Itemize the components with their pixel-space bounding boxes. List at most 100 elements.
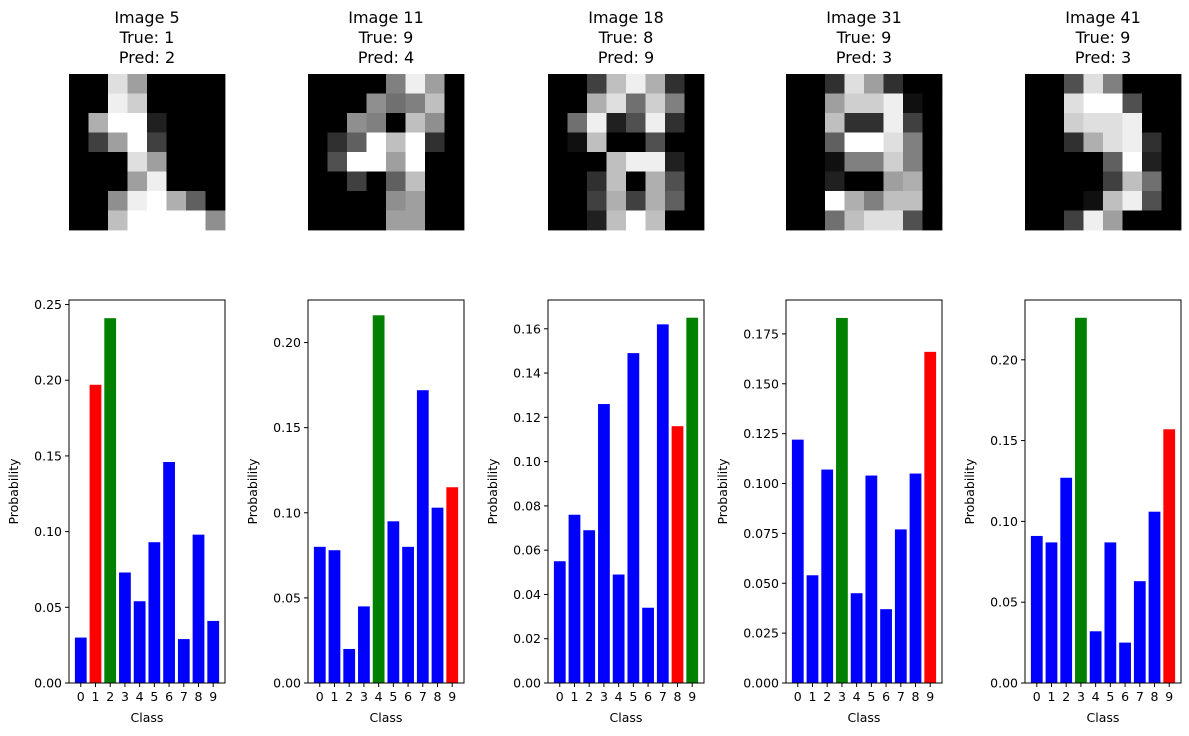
bar-class-9: [1163, 429, 1176, 683]
digit-pixel: [684, 152, 705, 172]
digit-pixel: [1161, 132, 1182, 153]
digit-pixel: [405, 132, 426, 153]
digit-pixel: [665, 113, 685, 133]
x-axis-label: Class: [131, 710, 164, 725]
digit-pixel: [69, 152, 89, 172]
y-tick-label: 0.06: [513, 543, 541, 558]
digit-pixel: [587, 132, 607, 153]
digit-pixel: [108, 132, 128, 153]
bar-class-8: [431, 507, 444, 683]
digit-image: [786, 74, 943, 231]
digit-pixel: [922, 191, 943, 211]
digit-pixel: [205, 74, 226, 94]
x-tick-label: 8: [1151, 689, 1159, 704]
bar-class-5: [627, 353, 640, 683]
digit-pixel: [883, 113, 904, 133]
digit-pixel: [567, 210, 588, 231]
digit-pixel: [786, 191, 806, 211]
digit-pixel: [327, 132, 348, 153]
x-tick-label: 2: [585, 689, 593, 704]
axes-frame: [307, 299, 465, 684]
digit-pixel: [1161, 171, 1182, 192]
x-tick-label: 8: [674, 689, 682, 704]
digit-pixel: [805, 210, 826, 231]
y-tick-label: 0.075: [743, 526, 779, 541]
digit-pixel: [108, 93, 128, 114]
digit-pixel: [166, 93, 187, 114]
digit-pixel: [1044, 191, 1065, 211]
digit-pixel: [186, 171, 206, 192]
bar-class-4: [133, 601, 146, 683]
y-tick-label: 0.150: [743, 376, 779, 391]
digit-pixel: [587, 210, 607, 231]
digit-pixel: [127, 210, 148, 231]
digit-pixel: [69, 132, 89, 153]
bar-class-7: [894, 529, 907, 683]
bar-class-1: [1045, 542, 1058, 683]
bar-class-5: [387, 521, 400, 683]
digit-pixel: [805, 93, 826, 114]
bar-class-7: [656, 324, 669, 683]
bar-class-5: [865, 475, 878, 683]
bar-class-6: [642, 607, 654, 683]
digit-pixel: [606, 191, 627, 211]
digit-pixel: [844, 210, 865, 231]
digit-pixel: [903, 171, 923, 192]
digit-pixel: [606, 210, 627, 231]
digit-pixel: [327, 93, 348, 114]
digit-pixel: [606, 152, 627, 172]
digit-pixel: [665, 191, 685, 211]
digit-pixel: [1083, 132, 1104, 153]
bar-class-0: [1030, 535, 1043, 683]
digit-pixel: [1064, 171, 1084, 192]
digit-pixel: [864, 171, 884, 192]
digit-image: [69, 74, 226, 231]
y-tick-label: 0.00: [513, 676, 541, 691]
axes-frame: [547, 299, 705, 684]
digit-pixel: [922, 152, 943, 172]
digit-pixel: [548, 171, 568, 192]
bar-class-8: [909, 473, 922, 683]
digit-pixel: [425, 132, 445, 153]
bar-class-1: [806, 575, 819, 683]
x-tick-label: 9: [209, 689, 217, 704]
digit-pixel: [626, 74, 646, 94]
subplot-title-line: True: 8: [598, 28, 654, 47]
digit-pixel: [684, 74, 705, 94]
y-tick-label: 0.15: [34, 448, 62, 463]
digit-pixel: [645, 152, 666, 172]
digit-pixel: [108, 171, 128, 192]
digit-pixel: [347, 113, 367, 133]
digit-pixel: [347, 93, 367, 114]
digit-pixel: [127, 171, 148, 192]
digit-pixel: [883, 191, 904, 211]
subplot-title-line: Image 41: [1065, 8, 1141, 27]
digit-pixel: [645, 171, 666, 192]
digit-pixel: [147, 74, 167, 94]
digit-pixel: [166, 113, 187, 133]
digit-pixel: [1083, 152, 1104, 172]
digit-pixel: [1083, 93, 1104, 114]
x-tick-label: 3: [600, 689, 608, 704]
digit-pixel: [567, 171, 588, 192]
digit-image: [1025, 74, 1182, 231]
digit-pixel: [147, 132, 167, 153]
digit-pixel: [1122, 132, 1143, 153]
x-tick-label: 3: [1077, 689, 1085, 704]
digit-pixel: [444, 171, 465, 192]
digit-pixel: [864, 152, 884, 172]
digit-pixel: [166, 74, 187, 94]
digit-pixel: [1122, 93, 1143, 114]
digit-pixel: [425, 171, 445, 192]
digit-pixel: [327, 210, 348, 231]
digit-pixel: [444, 93, 465, 114]
digit-pixel: [864, 191, 884, 211]
digit-pixel: [864, 113, 884, 133]
digit-pixel: [405, 113, 426, 133]
digit-pixel: [1025, 210, 1045, 231]
digit-pixel: [88, 74, 109, 94]
digit-pixel: [425, 210, 445, 231]
x-tick-label: 6: [882, 689, 890, 704]
x-tick-label: 3: [360, 689, 368, 704]
y-axis-label: Probability: [962, 458, 977, 525]
